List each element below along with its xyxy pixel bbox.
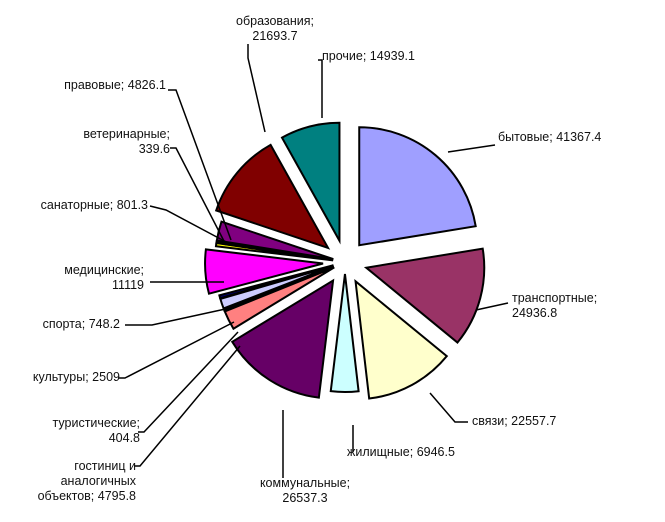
slice-label-10: санаторные; 801.3 xyxy=(41,198,148,212)
slice-label-3: жилищные; 6946.5 xyxy=(347,445,455,459)
pie-slice-1 xyxy=(363,247,486,344)
slice-label-14: прочие; 14939.1 xyxy=(322,49,415,63)
leader-line-0 xyxy=(447,144,496,153)
leader-line-5 xyxy=(134,345,241,467)
leader-line-11 xyxy=(170,147,227,246)
pie-slice-9 xyxy=(204,248,324,295)
pie-slice-13 xyxy=(214,143,331,250)
pie-slice-8 xyxy=(218,264,334,300)
slice-label-4: коммунальные; 26537.3 xyxy=(260,476,350,505)
slice-label-13: образования; 21693.7 xyxy=(236,14,314,43)
leader-line-12 xyxy=(168,89,232,241)
slice-label-8: спорта; 748.2 xyxy=(43,317,120,331)
pie-slice-14 xyxy=(280,121,341,245)
slice-label-2: связи; 22557.7 xyxy=(472,414,556,428)
slice-label-7: культуры; 2509 xyxy=(33,370,120,384)
leader-line-1 xyxy=(475,302,509,311)
pie-slice-3 xyxy=(329,273,360,393)
slice-label-11: ветеринарные; 339.6 xyxy=(83,127,170,156)
slice-label-12: правовые; 4826.1 xyxy=(64,78,166,92)
slice-label-0: бытовые; 41367.4 xyxy=(498,130,601,144)
leader-lines xyxy=(118,44,509,478)
pie-slice-2 xyxy=(354,278,449,400)
slice-labels: бытовые; 41367.4 транспортные; 24936.8 связ… xyxy=(33,14,602,505)
pie-slice-11 xyxy=(215,240,334,262)
leader-line-7 xyxy=(118,321,235,379)
leader-line-8 xyxy=(125,307,231,326)
slice-label-6: туристические; 404.8 xyxy=(53,416,141,445)
leader-line-13 xyxy=(247,44,266,133)
leader-line-2 xyxy=(429,392,468,423)
slice-label-1: транспортные; 24936.8 xyxy=(512,291,597,320)
slice-label-5: гостиниц и аналогичных объектов; 4795.8 xyxy=(38,459,137,503)
pie-slice-4 xyxy=(230,278,335,399)
slice-label-9: медицинские; 11119 xyxy=(64,263,144,292)
leader-line-6 xyxy=(138,331,239,433)
leader-line-10 xyxy=(149,205,229,244)
pie-slice-5 xyxy=(223,266,335,331)
pie-slices xyxy=(204,121,486,400)
pie-slice-0 xyxy=(358,126,477,247)
leader-line-14 xyxy=(318,59,323,118)
